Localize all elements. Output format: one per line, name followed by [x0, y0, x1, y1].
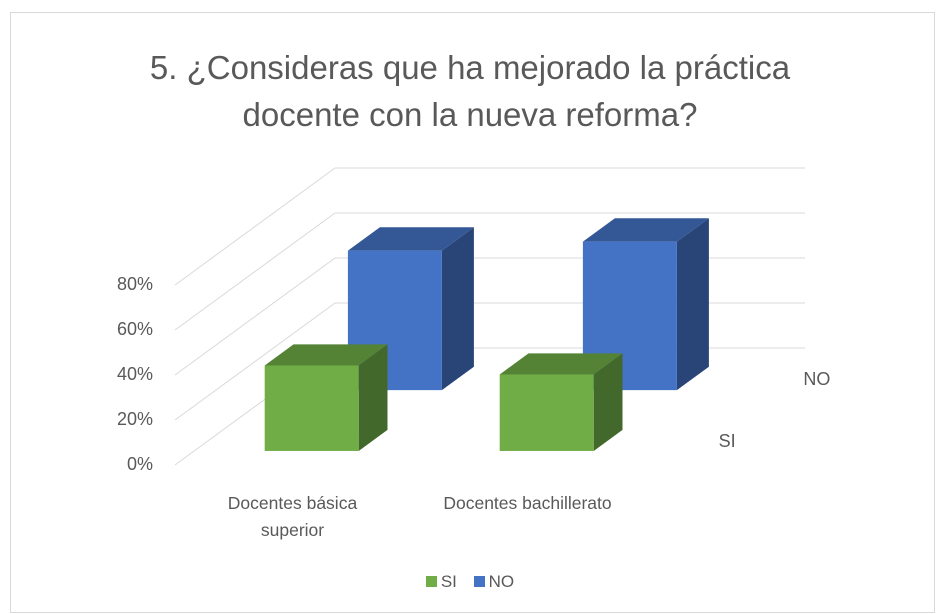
legend-item: SI: [425, 572, 457, 592]
grid-line: [174, 302, 336, 421]
grid-line: [174, 257, 336, 376]
bar: [264, 365, 359, 451]
bar-side: [593, 353, 623, 451]
y-tick-label: 0%: [127, 454, 153, 474]
grid-line: [174, 212, 336, 331]
bar-side: [441, 227, 474, 391]
y-tick-label: 20%: [117, 409, 153, 429]
y-tick-label: 80%: [117, 274, 153, 294]
bar-side: [676, 218, 709, 391]
bar-top: [499, 353, 623, 375]
x-tick-label: Docentes bachillerato: [443, 493, 612, 513]
bar-top: [347, 227, 474, 251]
y-tick-label: 40%: [117, 364, 153, 384]
grid-line: [174, 167, 336, 286]
bar-side: [358, 344, 388, 451]
legend-label: NO: [488, 572, 515, 591]
legend-swatch: [425, 576, 437, 587]
depth-axis-label: NO: [803, 369, 830, 389]
legend-swatch: [473, 576, 485, 587]
legend-item: NO: [473, 572, 515, 592]
bar: [499, 374, 594, 451]
bar-top: [264, 344, 388, 366]
bar-top: [582, 218, 709, 242]
legend: SI NO: [0, 572, 940, 592]
chart-title: 5. ¿Consideras que ha mejorado la prácti…: [149, 49, 791, 133]
depth-axis-label: SI: [719, 431, 736, 451]
x-tick-label: Docentes básica superior: [227, 493, 358, 540]
y-tick-label: 60%: [117, 319, 153, 339]
legend-label: SI: [440, 572, 457, 591]
